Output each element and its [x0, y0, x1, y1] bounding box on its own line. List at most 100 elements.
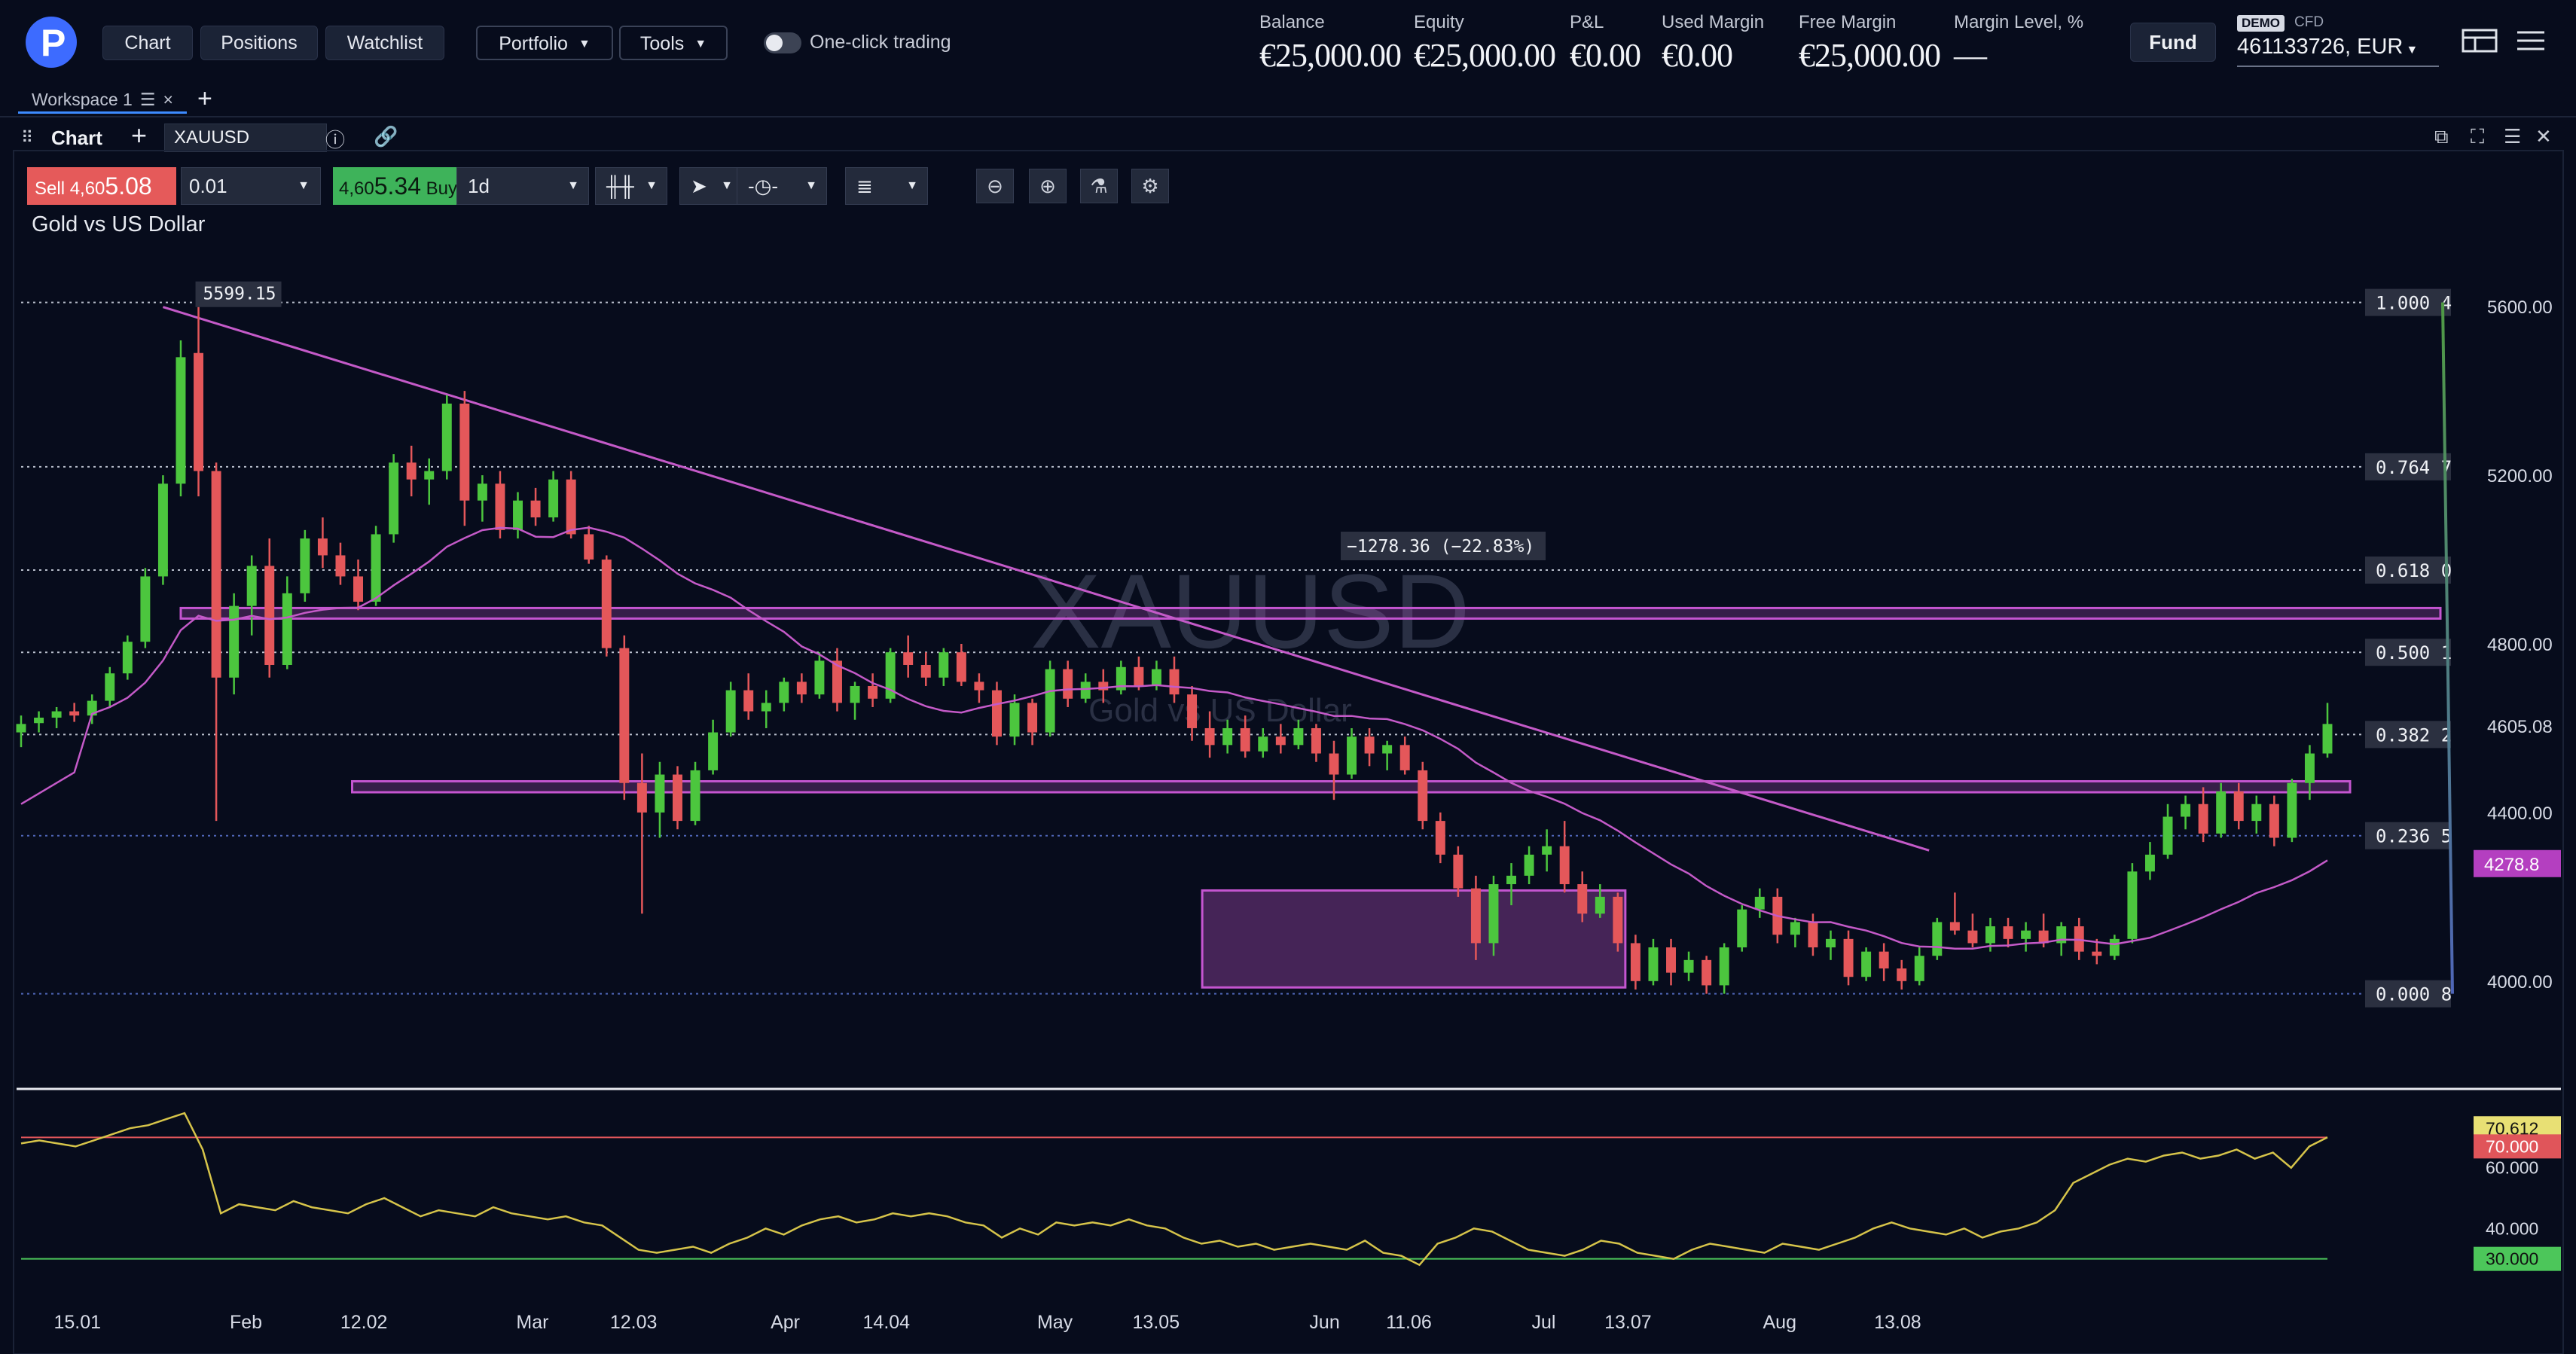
portfolio-dropdown[interactable]: Portfolio ▼: [476, 26, 613, 60]
time-tick-label: May: [1037, 1312, 1073, 1333]
zoom-in-icon[interactable]: ⊕: [1029, 169, 1067, 203]
candle: [389, 454, 399, 543]
candle: [619, 635, 630, 801]
candle-body: [2322, 724, 2333, 754]
candle-body: [1666, 947, 1676, 973]
top-bar: P Chart Positions Watchlist Portfolio ▼ T…: [0, 0, 2576, 83]
cursor-icon: ➤: [691, 175, 707, 197]
balance-stat: Balance €25,000.00: [1259, 12, 1402, 75]
workspace-tab-bar: Workspace 1 ☰ × +: [0, 83, 2576, 117]
symbol-input[interactable]: XAUUSD: [164, 124, 327, 152]
candle-body: [424, 471, 435, 480]
candle: [956, 644, 966, 686]
layout-icon[interactable]: [2462, 26, 2498, 61]
resistance-zone: [351, 779, 2352, 794]
account-selector[interactable]: 461133726, EUR ▼: [2237, 35, 2439, 67]
tools-dropdown[interactable]: Tools ▼: [619, 26, 728, 60]
close-panel-icon[interactable]: ✕: [2535, 125, 2552, 148]
candle: [2003, 917, 2013, 948]
candle: [2109, 935, 2120, 960]
candle-body: [1169, 669, 1180, 695]
time-tool-select[interactable]: -◷- ▼: [737, 167, 827, 205]
candle-body: [389, 462, 399, 535]
candle: [1187, 685, 1198, 741]
stat-value: €25,000.00: [1799, 37, 1941, 74]
candle: [1861, 947, 1872, 981]
high-label: 5599.15: [203, 285, 276, 304]
time-tick-label: 13.05: [1133, 1312, 1180, 1333]
nav-positions-button[interactable]: Positions: [200, 26, 318, 60]
candle: [140, 568, 151, 648]
nav-chart-button[interactable]: Chart: [102, 26, 193, 60]
one-click-trading-toggle[interactable]: [764, 32, 801, 53]
chart-type-select[interactable]: ╫╫ ▼: [595, 167, 667, 205]
candle-body: [1879, 951, 1889, 969]
list-icon[interactable]: ☰: [139, 90, 156, 109]
candle: [2233, 782, 2244, 830]
candle: [1347, 727, 1357, 779]
workspace-tab[interactable]: Workspace 1 ☰ ×: [18, 87, 187, 114]
chevron-down-icon: ▼: [805, 179, 817, 192]
candle-body: [2127, 871, 2138, 939]
candle: [761, 690, 771, 728]
link-icon[interactable]: 🔗: [374, 125, 398, 148]
candle-body: [584, 534, 594, 560]
fund-button[interactable]: Fund: [2130, 23, 2216, 62]
candle-body: [1418, 770, 1428, 822]
candle: [122, 635, 133, 680]
zoom-out-icon[interactable]: ⊖: [976, 169, 1014, 203]
candle: [1914, 947, 1924, 986]
timeframe-select[interactable]: 1d ▼: [456, 167, 589, 205]
fullscreen-icon[interactable]: ⛶: [2471, 125, 2485, 148]
candle-body: [87, 700, 97, 716]
candle: [1897, 959, 1907, 990]
nav-watchlist-button[interactable]: Watchlist: [325, 26, 444, 60]
candle-body: [122, 642, 133, 674]
candle: [424, 458, 435, 505]
price-tick-label: 4800.00: [2487, 635, 2553, 655]
app-logo[interactable]: P: [26, 17, 77, 68]
panel-menu-icon[interactable]: ☰: [2504, 125, 2522, 148]
fib-label: 0.500 1: [2376, 642, 2452, 663]
stat-label: Free Margin: [1799, 12, 1897, 32]
candle: [1613, 892, 1623, 952]
stat-value: —: [1954, 37, 1987, 74]
fib-label-box: [2365, 288, 2451, 316]
fib-label: 0.000 8: [2376, 984, 2452, 1005]
equity-stat: Equity €25,000.00: [1414, 12, 1556, 75]
popout-icon[interactable]: ⧉: [2434, 125, 2449, 148]
candle-body: [673, 774, 682, 822]
candle-body: [264, 566, 275, 665]
indicators-flask-icon[interactable]: ⚗: [1080, 169, 1118, 203]
candle-body: [51, 711, 62, 718]
candle-body: [246, 566, 257, 606]
buy-price-prefix: 4,60: [339, 178, 374, 199]
cursor-select[interactable]: ➤ ▼: [679, 167, 743, 205]
candle: [1879, 943, 1889, 981]
candle-body: [991, 690, 1002, 737]
candle: [1488, 875, 1499, 956]
candle: [513, 492, 523, 539]
candle: [1754, 888, 1765, 918]
quantity-select[interactable]: 0.01 ▼: [181, 167, 321, 205]
add-workspace-icon[interactable]: +: [197, 84, 212, 113]
candle: [157, 475, 168, 585]
drag-handle-icon[interactable]: ⠿: [21, 128, 34, 147]
candle: [282, 576, 292, 669]
candle-body: [1737, 909, 1747, 948]
candle-body: [1435, 821, 1445, 855]
sell-button[interactable]: Sell 4,605.08: [27, 167, 176, 205]
info-icon[interactable]: ⓘ: [325, 129, 346, 151]
menu-icon[interactable]: [2516, 26, 2546, 61]
settings-gear-icon[interactable]: ⚙: [1131, 169, 1169, 203]
drawing-tools-select[interactable]: ≣ ▼: [845, 167, 928, 205]
candle-body: [459, 403, 470, 501]
candle: [2144, 842, 2155, 880]
close-icon[interactable]: ×: [163, 90, 173, 109]
timeframe-value: 1d: [468, 175, 490, 197]
candle: [1382, 740, 1393, 770]
current-price-box: [2474, 849, 2561, 877]
add-panel-icon[interactable]: +: [131, 120, 148, 151]
buy-button[interactable]: 4,605.34 Buy: [333, 167, 461, 205]
